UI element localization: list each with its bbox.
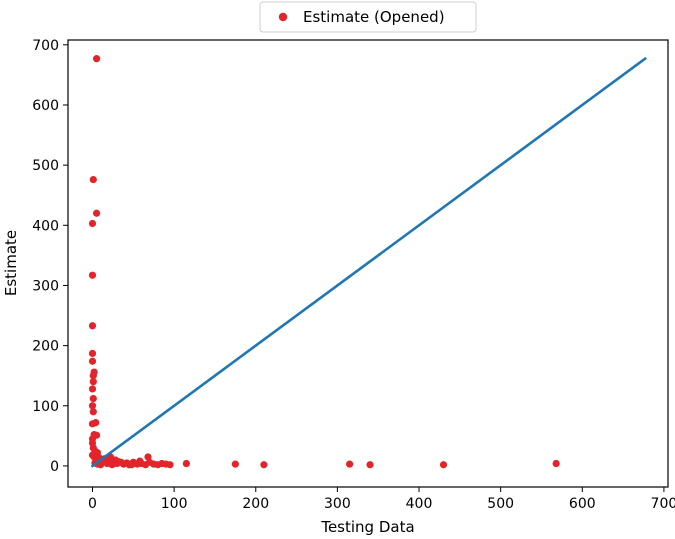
y-tick-label: 100 [32,399,59,415]
legend-label-estimate: Estimate (Opened) [303,8,445,26]
x-tick-label: 600 [569,496,596,512]
scatter-point [166,461,174,469]
plot-marks [88,55,647,469]
scatter-point [552,459,560,468]
x-axis-ticks: 0 100 200 300 400 500 600 700 [88,487,675,512]
reference-line [90,56,647,468]
scatter-point [439,461,448,469]
x-axis-label: Testing Data [320,518,414,536]
scatter-point [89,175,97,184]
x-tick-label: 0 [88,496,97,512]
scatter-point [88,402,97,410]
y-axis-ticks: 0 100 200 300 400 500 600 700 [32,38,68,475]
legend-marker-estimate [278,12,288,22]
y-tick-label: 700 [32,38,59,54]
scatter-point [108,461,116,469]
x-tick-label: 100 [161,496,188,512]
scatter-point [89,378,97,386]
scatter-point [182,459,190,468]
y-tick-label: 600 [32,98,59,114]
plot-area-frame [67,39,669,488]
scatter-point [88,420,97,428]
legend-box [259,1,477,33]
scatter-point [88,219,97,228]
scatter-point [88,349,97,358]
scatter-point [366,461,374,469]
scatter-point [88,385,97,393]
scatter-point [97,461,105,469]
y-tick-label: 300 [32,278,59,294]
x-tick-label: 200 [242,496,269,512]
scatter-point [88,322,97,330]
y-tick-label: 500 [32,158,59,174]
scatter-point [115,458,123,466]
x-tick-label: 700 [651,496,675,512]
scatter-point [89,372,97,380]
y-tick-label: 0 [50,459,59,475]
scatter-point [88,357,97,365]
scatter-point [346,460,354,468]
scatter-point [88,271,97,279]
scatter-point [231,460,239,468]
x-tick-label: 500 [487,496,514,512]
y-tick-label: 200 [32,339,59,355]
y-axis-label: Estimate [2,230,20,296]
y-tick-label: 400 [32,218,59,234]
scatter-point [144,453,152,461]
legend: Estimate (Opened) [259,1,477,33]
scatter-point [89,408,97,416]
scatter-point [260,461,268,469]
x-tick-label: 300 [324,496,351,512]
scatter-point [128,461,136,469]
scatter-point [92,55,101,63]
scatter-point [92,209,101,217]
x-tick-label: 400 [406,496,433,512]
scatter-point [89,394,97,403]
